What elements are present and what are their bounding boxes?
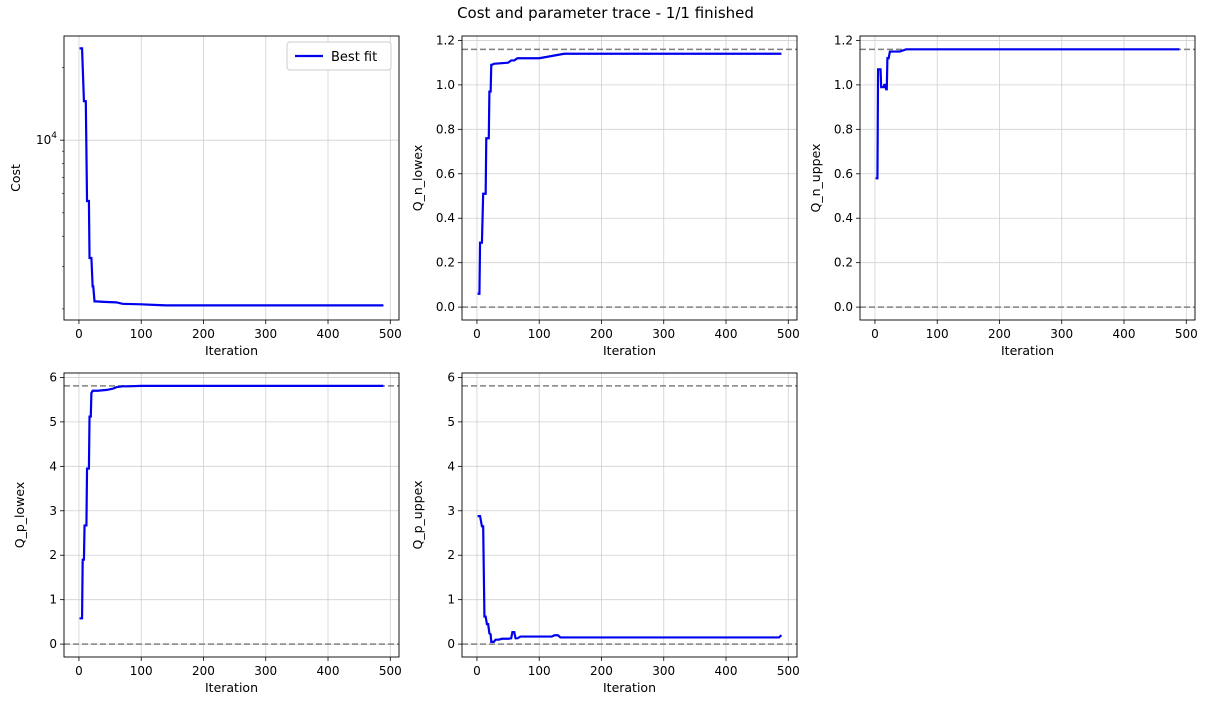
axes-frame [63,372,400,658]
axes-frame [63,35,400,321]
y-tick-label: 5 [49,415,57,429]
x-tick-label: 200 [590,664,613,678]
y-tick-label: 0.2 [834,256,853,270]
x-tick-label: 400 [1113,327,1136,341]
y-tick-label: 0.0 [436,300,455,314]
y-tick-label: 6 [49,370,57,384]
y-tick-label: 104 [36,131,57,147]
x-tick-label: 500 [379,327,402,341]
x-tick-label: 300 [652,664,675,678]
x-tick-label: 0 [75,664,83,678]
x-tick-label: 200 [192,664,215,678]
y-axis-label: Q_p_uppex [410,481,425,550]
x-tick-label: 400 [715,664,738,678]
y-tick-label: 1.2 [436,33,455,47]
x-tick-label: 500 [379,664,402,678]
x-tick-label: 300 [1050,327,1073,341]
y-tick-label: 3 [447,504,455,518]
x-tick-label: 400 [317,327,340,341]
series-line [79,384,384,620]
y-tick-label: 1 [447,593,455,607]
x-tick-label: 100 [130,327,153,341]
y-tick-label: 1.0 [436,78,455,92]
subplot-q-p-lowex: 0 100 200 300 400 500 0 1 2 3 4 5 6 Iteration Q_p_lowe… [12,370,402,695]
y-tick-label: 2 [49,548,57,562]
y-tick-label: 0.4 [436,211,455,225]
x-tick-label: 300 [652,327,675,341]
y-tick-label: 1 [49,593,57,607]
y-tick-label: 4 [49,459,57,473]
x-tick-label: 100 [528,327,551,341]
y-tick-label: 1.0 [834,78,853,92]
axes-frame [461,35,798,321]
y-tick-label: 0.4 [834,211,853,225]
subplot-cost: 0 100 200 300 400 500 104 Iteration Cost Best fit [8,35,402,358]
x-axis-label: Iteration [205,343,258,358]
x-tick-label: 200 [988,327,1011,341]
x-axis-label: Iteration [603,343,656,358]
legend-label: Best fit [331,50,377,65]
y-tick-label: 4 [447,459,455,473]
series-line [477,52,782,295]
y-tick-label: 5 [447,415,455,429]
x-tick-label: 400 [317,664,340,678]
y-tick-label: 0 [49,637,57,651]
x-tick-label: 200 [192,327,215,341]
x-tick-label: 500 [1175,327,1198,341]
x-tick-label: 500 [777,327,800,341]
x-tick-label: 300 [254,327,277,341]
y-tick-label: 1.2 [834,33,853,47]
x-tick-label: 200 [590,327,613,341]
y-axis-label: Q_n_uppex [808,144,823,213]
subplot-q-n-lowex: 0 100 200 300 400 500 0.0 0.2 0.4 0.6 0.8 1.0 1.2 Ite… [410,33,800,358]
y-tick-label: 0.2 [436,256,455,270]
x-tick-label: 500 [777,664,800,678]
subplot-q-p-uppex: 0 100 200 300 400 500 0 1 2 3 4 5 6 Iteration Q_p_uppe… [410,370,800,695]
x-tick-label: 100 [926,327,949,341]
x-tick-label: 0 [473,327,481,341]
x-tick-label: 300 [254,664,277,678]
y-axis-label: Cost [8,164,23,192]
legend: Best fit [286,41,392,71]
x-axis-label: Iteration [205,680,258,695]
series-line [477,515,783,643]
x-tick-label: 0 [871,327,879,341]
y-axis-label: Q_n_lowex [410,145,425,211]
y-tick-label: 0.8 [834,122,853,136]
x-tick-label: 0 [473,664,481,678]
y-tick-label: 0.0 [834,300,853,314]
x-tick-label: 100 [528,664,551,678]
y-tick-label: 3 [49,504,57,518]
y-tick-label: 0.6 [436,167,455,181]
axes-frame [461,372,798,658]
x-tick-label: 0 [75,327,83,341]
x-tick-label: 400 [715,327,738,341]
y-axis-label: Q_p_lowex [12,482,27,549]
series-line [79,47,384,307]
x-axis-label: Iteration [1001,343,1054,358]
y-tick-label: 6 [447,370,455,384]
figure-title: Cost and parameter trace - 1/1 finished [457,4,754,22]
y-tick-label: 0.8 [436,122,455,136]
series-line [875,48,1180,180]
x-axis-label: Iteration [603,680,656,695]
x-tick-label: 100 [130,664,153,678]
subplot-q-n-uppex: 0 100 200 300 400 500 0.0 0.2 0.4 0.6 0.8 1.0 1.2 Ite… [808,33,1198,358]
axes-frame [859,35,1196,321]
y-tick-label: 0.6 [834,167,853,181]
legend-box [286,41,392,71]
y-tick-label: 0 [447,637,455,651]
y-tick-label: 2 [447,548,455,562]
